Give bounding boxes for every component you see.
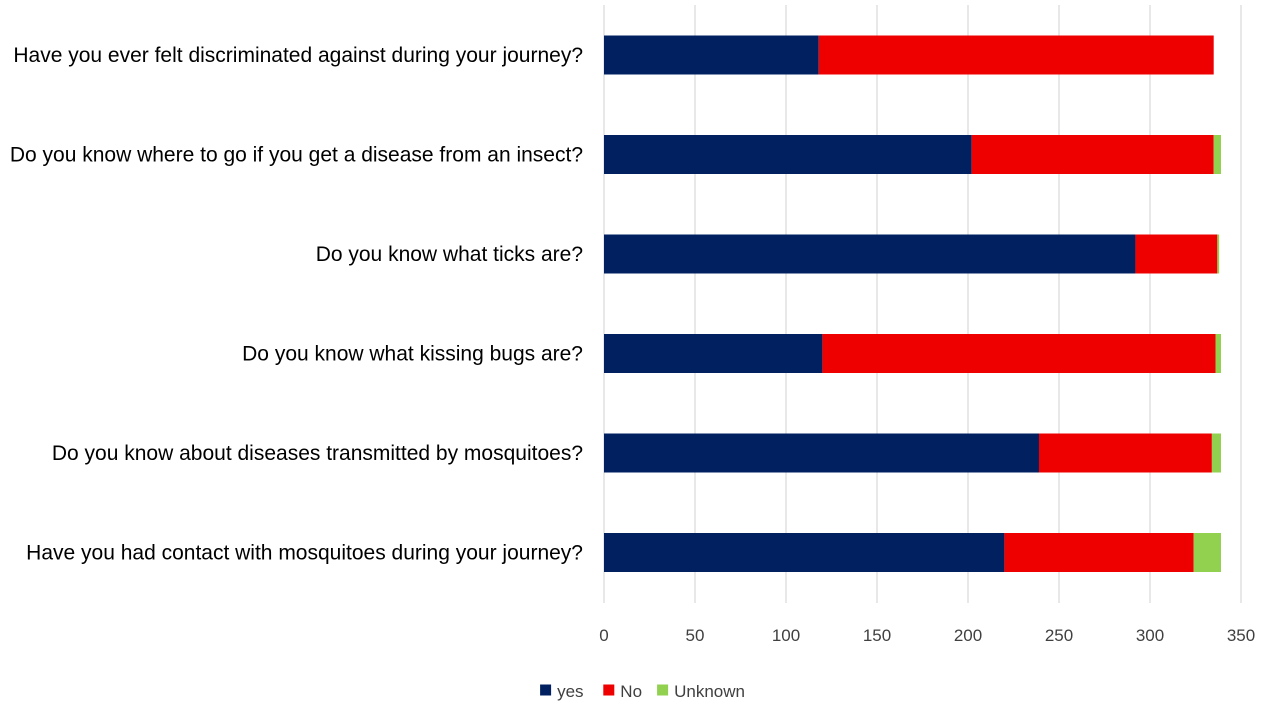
bar-no-4: [1038, 433, 1212, 473]
bar-yes-4: [604, 433, 1039, 473]
category-label-1: Do you know where to go if you get a dis…: [10, 144, 583, 167]
x-tick-labels: 0 50 100 150 200 250 300 350: [599, 626, 1255, 645]
bar-yes-1: [604, 135, 972, 174]
bar-no-1: [971, 135, 1214, 174]
bar-yes-0: [604, 35, 819, 75]
legend: yes No Unknown: [540, 682, 745, 701]
bar-no-5: [1004, 533, 1194, 572]
category-label-5: Have you had contact with mosquitoes dur…: [26, 542, 583, 565]
category-label-2: Do you know what ticks are?: [316, 243, 583, 266]
legend-swatch-no: [603, 684, 615, 696]
bar-no-2: [1135, 234, 1218, 274]
category-label-4: Do you know about diseases transmitted b…: [52, 442, 583, 465]
x-tick-label-0: 0: [599, 626, 608, 645]
bar-unknown-4: [1211, 433, 1221, 473]
legend-swatch-unknown: [657, 684, 669, 696]
bar-unknown-1: [1213, 135, 1221, 174]
x-tick-label-100: 100: [772, 626, 800, 645]
legend-label-no: No: [620, 682, 642, 701]
x-tick-label-200: 200: [954, 626, 982, 645]
category-label-0: Have you ever felt discriminated against…: [13, 44, 583, 67]
bar-no-0: [818, 35, 1214, 75]
legend-label-unknown: Unknown: [674, 682, 745, 701]
x-tick-label-150: 150: [863, 626, 891, 645]
category-labels: Have you ever felt discriminated against…: [10, 44, 583, 565]
bar-unknown-3: [1215, 334, 1221, 373]
category-label-3: Do you know what kissing bugs are?: [242, 343, 583, 366]
bars: [604, 35, 1221, 572]
bar-unknown-5: [1193, 533, 1221, 572]
x-tick-label-300: 300: [1136, 626, 1164, 645]
bar-no-3: [822, 334, 1216, 373]
legend-label-yes: yes: [557, 682, 583, 701]
x-tick-label-50: 50: [686, 626, 705, 645]
bar-yes-2: [604, 234, 1136, 274]
bar-yes-5: [604, 533, 1005, 572]
bar-yes-3: [604, 334, 823, 373]
x-tick-label-250: 250: [1045, 626, 1073, 645]
x-tick-label-350: 350: [1227, 626, 1255, 645]
legend-swatch-yes: [540, 684, 552, 696]
bar-unknown-2: [1217, 234, 1220, 274]
gridlines: [603, 5, 1242, 603]
